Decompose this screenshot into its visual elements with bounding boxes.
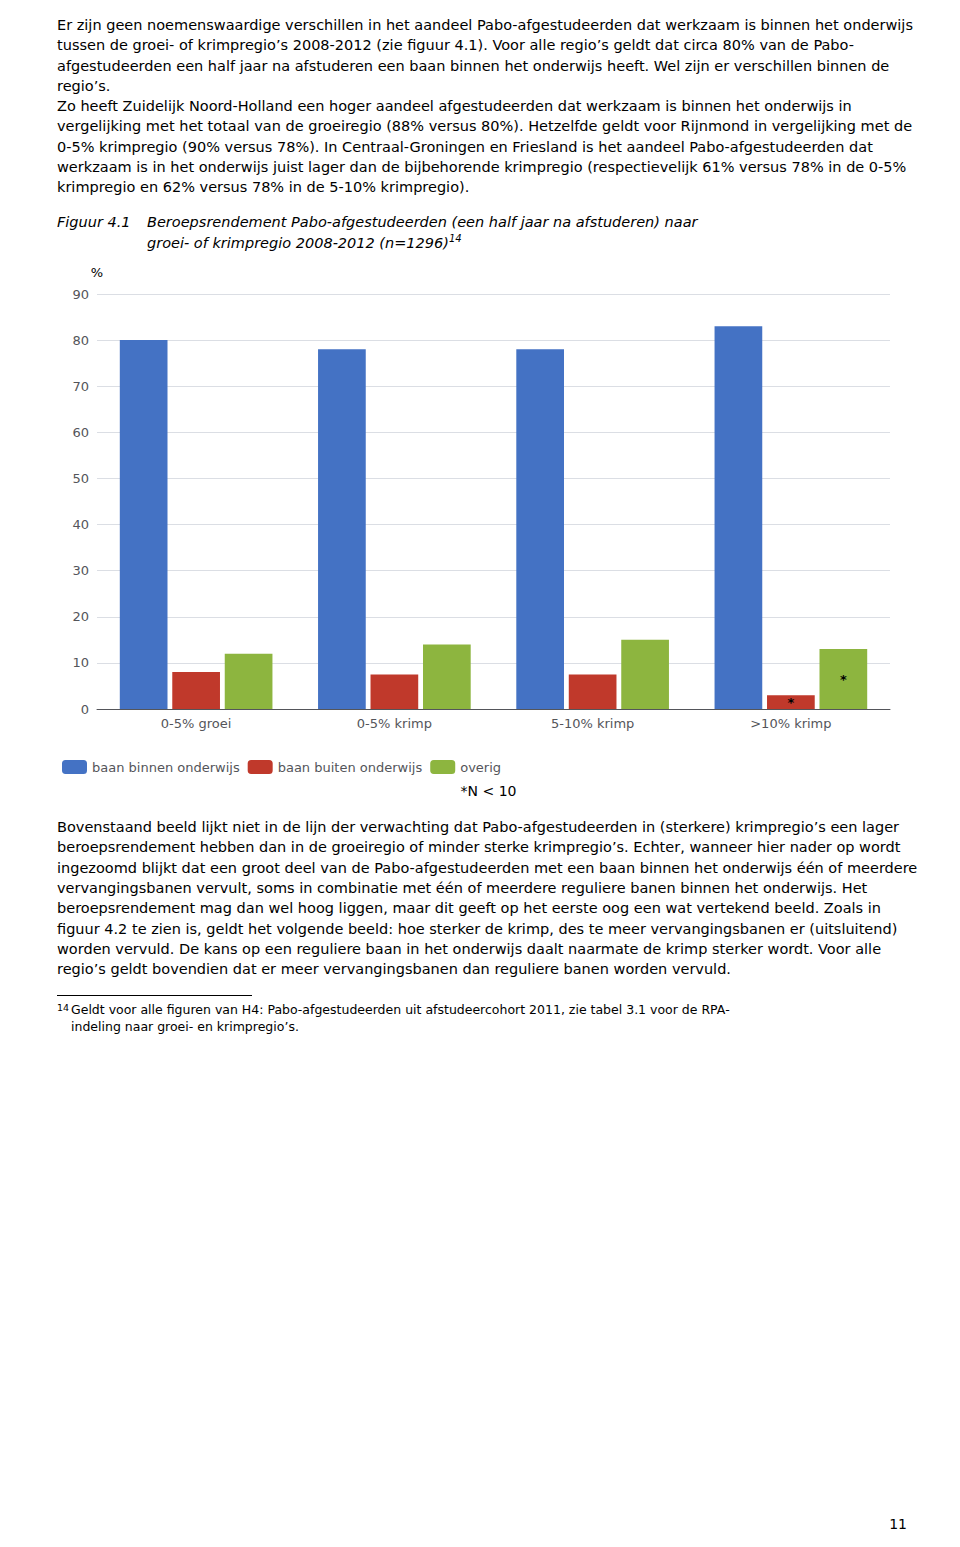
html-text:groei- of krimpregio 2008-2012: groei- of krimpregio 2008-2012 (n=1296)1… bbox=[147, 233, 462, 251]
html-text:Figuur 4.1: Figuur 4.1 bbox=[57, 213, 131, 230]
svg-text:%: % bbox=[91, 265, 103, 280]
html-text:Er zijn geen noemenswaardige v: Er zijn geen noemenswaardige verschillen… bbox=[57, 17, 913, 196]
svg-text:*: * bbox=[787, 695, 794, 710]
svg-text:90: 90 bbox=[72, 287, 89, 302]
svg-text:>10% krimp: >10% krimp bbox=[750, 716, 831, 731]
svg-text:0-5% krimp: 0-5% krimp bbox=[357, 716, 432, 731]
svg-text:50: 50 bbox=[72, 471, 89, 486]
html-text:14Geldt voor alle figuren van: 14Geldt voor alle figuren van H4: Pabo-a… bbox=[57, 1002, 730, 1034]
svg-text:baan buiten onderwijs: baan buiten onderwijs bbox=[278, 760, 423, 775]
svg-text:40: 40 bbox=[72, 517, 89, 532]
svg-text:baan binnen onderwijs: baan binnen onderwijs bbox=[92, 760, 240, 775]
svg-text:0-5% groei: 0-5% groei bbox=[161, 716, 232, 731]
html-text:Bovenstaand beeld lijkt niet i: Bovenstaand beeld lijkt niet in de lijn … bbox=[57, 819, 918, 978]
svg-text:20: 20 bbox=[72, 609, 89, 624]
svg-text:0: 0 bbox=[81, 702, 89, 717]
svg-text:*: * bbox=[840, 672, 847, 687]
html-text:Beroepsrendement Pabo-afgestud: Beroepsrendement Pabo-afgestudeerden (ee… bbox=[147, 213, 698, 230]
svg-text:60: 60 bbox=[72, 425, 89, 440]
svg-text:80: 80 bbox=[72, 333, 89, 348]
html-text:*N < 10: *N < 10 bbox=[460, 783, 517, 800]
svg-text:5-10% krimp: 5-10% krimp bbox=[551, 716, 634, 731]
svg-text:30: 30 bbox=[72, 563, 89, 578]
svg-text:overig: overig bbox=[460, 760, 501, 775]
svg-text:10: 10 bbox=[72, 655, 89, 670]
svg-text:70: 70 bbox=[72, 379, 89, 394]
html-text:11: 11 bbox=[889, 1516, 907, 1532]
